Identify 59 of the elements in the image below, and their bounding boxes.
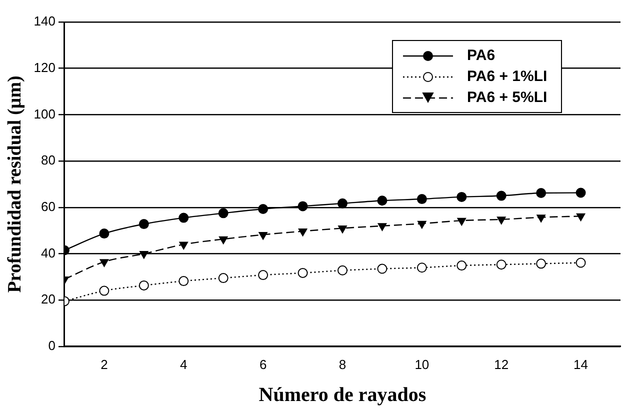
point — [298, 268, 308, 278]
point — [576, 258, 586, 268]
point — [178, 212, 189, 223]
point — [140, 250, 148, 259]
point — [377, 264, 388, 274]
point — [218, 236, 228, 244]
point — [536, 188, 546, 198]
y-tick-label: 80 — [41, 152, 56, 168]
y-tick-label: 20 — [41, 292, 56, 307]
point — [576, 213, 586, 222]
y-tick-label: 40 — [41, 245, 56, 260]
x-tick-label: 14 — [574, 356, 588, 372]
point — [338, 225, 347, 234]
x-tick-label: 4 — [180, 356, 188, 372]
point — [337, 198, 348, 208]
point — [179, 242, 188, 250]
x-tick-label: 12 — [494, 356, 509, 372]
point — [258, 204, 268, 214]
y-tick-label: 100 — [34, 106, 56, 122]
point — [416, 194, 427, 204]
point — [536, 258, 546, 269]
y-tick-label: 120 — [34, 60, 56, 75]
point — [138, 280, 149, 290]
x-tick-label: 2 — [100, 356, 108, 372]
x-tick-label: 10 — [414, 356, 430, 372]
point — [138, 219, 149, 230]
point — [456, 260, 467, 271]
legend-label: PA6 + 5%LI — [467, 89, 548, 106]
x-tick-label: 8 — [338, 356, 346, 372]
point — [456, 192, 467, 202]
point — [178, 276, 189, 286]
point — [99, 228, 110, 239]
point — [298, 201, 308, 212]
y-axis-title: Profundidad residual (µm) — [4, 76, 26, 293]
point — [218, 208, 228, 218]
point — [416, 262, 427, 273]
point — [378, 223, 387, 231]
point — [418, 220, 426, 229]
point — [576, 188, 586, 198]
point — [298, 228, 308, 236]
point — [218, 273, 228, 284]
point — [258, 270, 268, 280]
point — [496, 216, 506, 224]
point — [496, 190, 506, 201]
point — [496, 260, 506, 270]
legend-label: PA6 + 1%LI — [467, 68, 548, 85]
y-tick-label: 0 — [48, 338, 56, 353]
point — [99, 286, 110, 296]
point — [258, 232, 268, 240]
x-axis-title: Número de rayados — [258, 384, 426, 406]
y-tick-label: 60 — [41, 198, 56, 214]
point — [536, 214, 546, 222]
point — [100, 259, 109, 267]
x-tick-label: 6 — [259, 356, 267, 372]
point — [337, 265, 348, 276]
legend-label: PA6 — [467, 47, 496, 64]
point — [377, 196, 388, 206]
y-tick-label: 140 — [34, 14, 56, 29]
point — [457, 218, 466, 226]
